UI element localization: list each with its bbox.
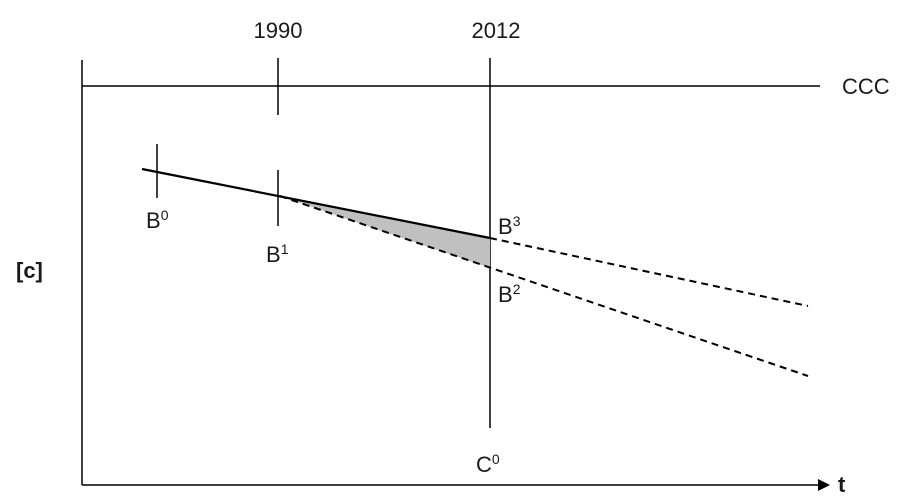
x-axis-label: t xyxy=(838,472,846,496)
c0-label: C0 xyxy=(476,451,500,477)
b3-label: B3 xyxy=(498,213,521,239)
ccc-label: CCC xyxy=(842,74,890,99)
b2-label: B2 xyxy=(498,281,521,307)
y-axis-label: [c] xyxy=(16,258,43,283)
b1-label: B1 xyxy=(266,241,289,267)
trend-line-solid xyxy=(141,167,491,240)
trend-line-dashed-lower xyxy=(279,195,809,377)
year-1990-label: 1990 xyxy=(254,18,303,43)
year-2012-label: 2012 xyxy=(472,18,521,43)
b0-label: B0 xyxy=(146,207,169,233)
trend-line-dashed-upper xyxy=(489,237,809,307)
